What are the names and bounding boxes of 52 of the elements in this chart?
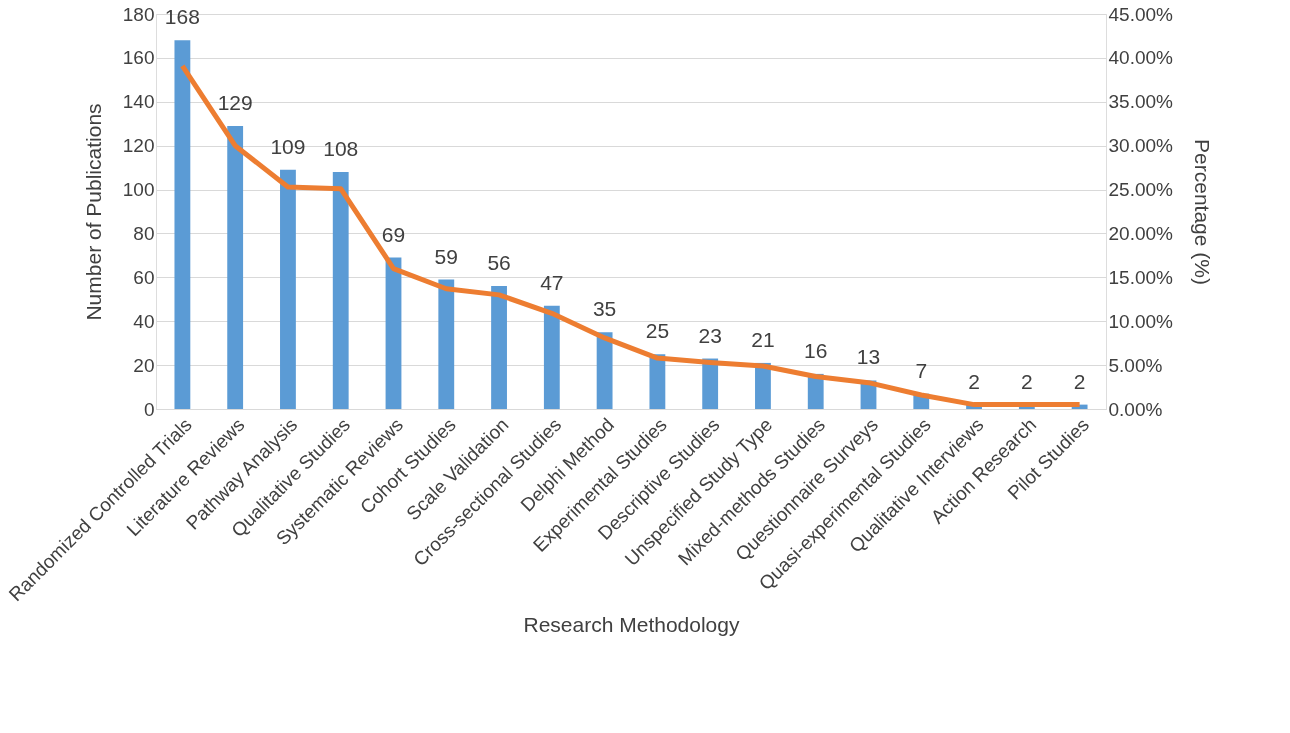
data-label: 35 [592,297,617,321]
data-label: 25 [645,319,670,343]
data-label: 13 [856,345,881,369]
y-tick-label: 40 [133,310,155,332]
data-label: 7 [915,358,928,382]
bar [332,172,349,409]
bar [174,40,191,409]
bar [649,354,666,409]
y2-tick-label: 30.00% [1108,135,1174,157]
bar [596,332,613,409]
y2-tick-label: 0.00% [1108,398,1163,420]
bar [755,362,771,409]
y-tick-label: 80 [133,222,155,244]
data-label: 2 [968,369,980,393]
bar [543,305,560,409]
data-label: 168 [164,5,200,29]
data-label: 108 [323,137,359,160]
data-label: 2 [1020,369,1033,393]
y-tick-label: 60 [133,266,155,288]
data-label: 16 [804,338,828,362]
data-label: 2 [1073,369,1086,393]
bar [438,279,455,409]
y-tick-label: 140 [122,91,155,113]
bar [491,286,507,409]
y-tick-label: 20 [133,354,155,376]
y2-tick-label: 10.00% [1108,310,1174,332]
data-label: 47 [540,270,564,294]
y2-axis-title: Percentage (%) [1190,139,1214,285]
data-label: 21 [751,327,775,351]
y-tick-label: 180 [122,3,155,25]
y2-tick-label: 35.00% [1108,91,1174,113]
y-tick-label: 160 [122,47,155,69]
data-label: 23 [698,323,722,347]
y2-tick-label: 40.00% [1108,47,1174,69]
data-label: 56 [487,251,511,275]
y2-tick-label: 5.00% [1108,354,1163,376]
y2-tick-label: 15.00% [1108,266,1174,288]
data-label: 69 [381,222,406,246]
data-label: 129 [217,90,253,114]
y2-tick-label: 20.00% [1108,222,1174,244]
bar [280,169,296,409]
y-axis-title: Number of Publications [81,103,105,321]
y-tick-label: 120 [122,135,155,157]
data-label: 59 [434,244,458,268]
bar [227,125,244,409]
data-label: 109 [270,134,306,158]
y2-tick-label: 25.00% [1108,179,1174,201]
y2-tick-label: 45.00% [1108,3,1174,25]
y-tick-label: 0 [143,398,155,420]
y-tick-label: 100 [122,179,155,201]
x-axis-title: Research Methodology [523,613,740,637]
bar [385,257,402,409]
